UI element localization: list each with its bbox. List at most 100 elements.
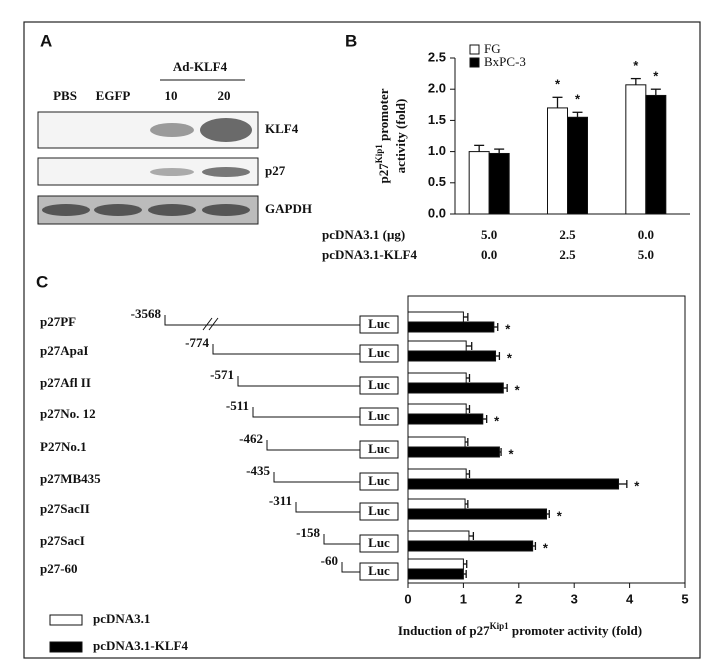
construct-line: [323, 534, 360, 545]
construct-line: [164, 315, 360, 326]
luc-label: Luc: [368, 345, 390, 360]
luc-box: [359, 502, 399, 521]
luc-box: [359, 344, 399, 363]
luc-box: [359, 562, 399, 581]
legend-swatch: [469, 44, 480, 55]
bar: [645, 94, 667, 215]
luc-box: [359, 440, 399, 459]
lane-label: 10: [165, 88, 178, 103]
luc-box: [359, 315, 399, 334]
luc-box: [359, 534, 399, 553]
legend-label: pcDNA3.1: [93, 611, 150, 626]
category-label: p27ApaI: [40, 343, 88, 358]
y-axis-label-part: promoter: [376, 88, 391, 144]
panel-label: B: [345, 31, 357, 50]
construct-line: [237, 376, 360, 387]
y-tick-label: 2.0: [428, 81, 446, 96]
category-label: p27PF: [40, 314, 76, 329]
bar: [407, 321, 495, 333]
x-tick-label: 3: [571, 591, 578, 606]
x-tick-label: 5: [681, 591, 688, 606]
significance-mark: *: [507, 350, 513, 365]
bar: [407, 350, 497, 362]
luc-label: Luc: [368, 441, 390, 456]
construct-start: -158: [296, 525, 320, 540]
y-tick-label: 1.5: [428, 112, 446, 127]
bar: [468, 151, 490, 215]
legend-swatch: [49, 641, 83, 653]
significance-mark: *: [653, 69, 659, 84]
legend-swatch: [49, 614, 83, 626]
panel-label: C: [36, 272, 48, 291]
significance-mark: *: [555, 77, 561, 92]
luc-box: [359, 472, 399, 491]
luc-label: Luc: [368, 316, 390, 331]
lane-label: PBS: [53, 88, 77, 103]
y-axis-label-part: Kip1: [374, 144, 384, 164]
y-tick-label: 0.5: [428, 174, 446, 189]
construct-start: -774: [185, 335, 209, 350]
construct-start: -435: [246, 463, 270, 478]
bar: [407, 468, 467, 480]
y-axis-label-part: p27: [376, 163, 391, 184]
y-tick-label: 0.0: [428, 205, 446, 220]
bar: [407, 403, 467, 415]
bar: [407, 382, 504, 394]
bar: [407, 568, 464, 580]
significance-mark: *: [509, 446, 515, 461]
category-label: P27No.1: [40, 439, 87, 454]
luc-box: [359, 376, 399, 395]
bar: [407, 558, 464, 570]
bar: [407, 508, 547, 520]
bar: [407, 372, 467, 384]
y-axis-label-part: activity (fold): [393, 99, 408, 174]
x-axis-label: Induction of p27Kip1 promoter activity (…: [398, 621, 642, 638]
x-tick-label: 4: [626, 591, 634, 606]
x-tick-label: 0: [404, 591, 411, 606]
category-label: p27SacI: [40, 533, 85, 548]
construct-line: [266, 440, 360, 451]
category-label: p27MB435: [40, 471, 101, 486]
construct-start: -511: [226, 398, 249, 413]
luc-label: Luc: [368, 535, 390, 550]
construct-start: -3568: [131, 306, 162, 321]
legend-label: pcDNA3.1-KLF4: [93, 638, 188, 653]
bar: [407, 540, 534, 552]
y-axis-label: p27Kip1 promoter activity (fold): [374, 88, 408, 183]
luc-label: Luc: [368, 563, 390, 578]
category-label: p27-60: [40, 561, 78, 576]
y-tick-label: 1.0: [428, 143, 446, 158]
lane-label: 20: [218, 88, 231, 103]
category-label: p27Afl II: [40, 375, 91, 390]
luc-label: Luc: [368, 503, 390, 518]
significance-mark: *: [515, 382, 521, 397]
band-label: p27: [265, 163, 286, 178]
x-table-value: 2.5: [559, 247, 576, 262]
bar: [407, 436, 466, 448]
bar: [407, 311, 464, 323]
significance-mark: *: [634, 478, 640, 493]
category-label: p27SacII: [40, 501, 90, 516]
legend-label: BxPC-3: [484, 54, 526, 69]
construct-start: -462: [239, 431, 263, 446]
x-table-value: 5.0: [481, 227, 497, 242]
x-axis-label-part: Induction of p27: [398, 623, 490, 638]
luc-label: Luc: [368, 408, 390, 423]
x-tick-label: 2: [515, 591, 522, 606]
frame: [23, 21, 701, 659]
bar: [407, 413, 484, 425]
x-axis-label-part: promoter activity (fold): [509, 623, 642, 638]
bar: [407, 498, 466, 510]
legend-label: FG: [484, 41, 501, 56]
construct-line: [341, 562, 360, 573]
bar: [407, 340, 467, 352]
luc-label: Luc: [368, 377, 390, 392]
bar: [547, 107, 568, 215]
luc-box: [359, 407, 399, 426]
construct-line: [252, 407, 360, 418]
construct-line: [295, 502, 360, 513]
significance-mark: *: [505, 321, 511, 336]
bar: [407, 478, 620, 490]
significance-mark: *: [575, 92, 581, 107]
